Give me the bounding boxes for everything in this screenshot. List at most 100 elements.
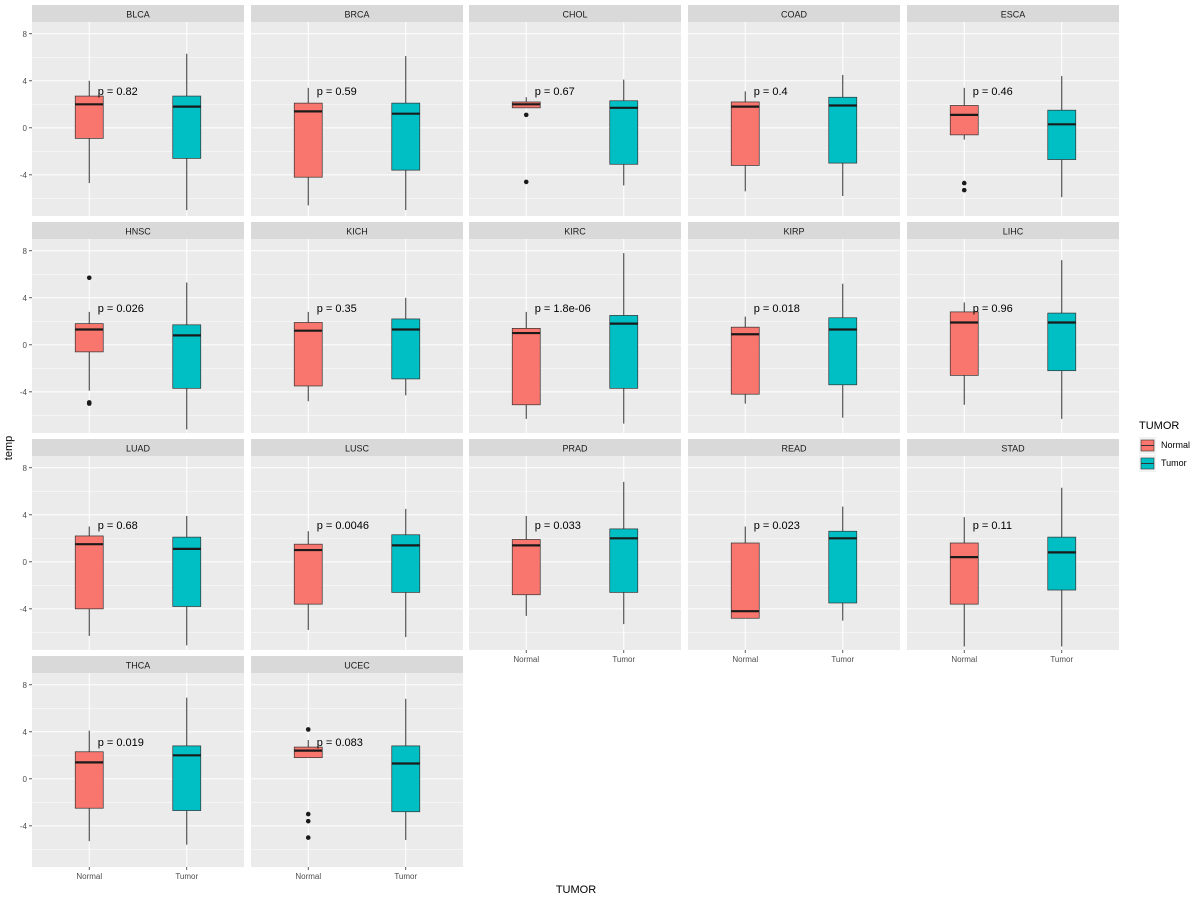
facet-title: LUSC	[345, 444, 370, 454]
p-value-label: p = 0.82	[98, 86, 138, 98]
facet-luad: LUAD 8 4 0 -4 p = 0.68	[20, 439, 244, 650]
panel-background	[688, 239, 900, 433]
box-tumor-iqr	[828, 530, 858, 604]
p-value-label: p = 0.11	[973, 520, 1012, 532]
facet-title: KIRC	[564, 227, 586, 237]
facet-strip	[32, 222, 244, 239]
facet-strip	[32, 656, 244, 673]
facet-strip	[251, 222, 463, 239]
panel-background	[907, 239, 1119, 433]
box-tumor-iqr	[828, 96, 858, 164]
x-tick-label-tumor: Tumor	[394, 872, 417, 881]
facet-lihc: LIHC p = 0.96	[907, 222, 1119, 433]
facet-strip	[469, 222, 681, 239]
p-value-label: p = 1.8e-06	[535, 303, 591, 315]
y-tick-label: 8	[23, 247, 28, 256]
facet-title: KIRP	[783, 227, 804, 237]
p-value-label: p = 0.46	[973, 86, 1013, 98]
facet-read: READ Normal Tumor p = 0.023	[688, 439, 900, 664]
x-tick-label-tumor: Tumor	[1050, 655, 1073, 664]
box-tumor-iqr	[1047, 536, 1077, 591]
panel-background	[469, 456, 681, 650]
y-tick-label: 0	[23, 124, 28, 133]
p-value-label: p = 0.026	[98, 303, 144, 315]
x-tick-label-tumor: Tumor	[175, 872, 198, 881]
x-tick-label-normal: Normal	[76, 872, 102, 881]
facet-prad: PRAD Normal Tumor p = 0.033	[469, 439, 681, 664]
box-tumor-iqr	[172, 745, 202, 811]
box-normal-outlier	[523, 112, 529, 118]
legend-item-tumor: Tumor	[1139, 455, 1187, 472]
y-tick-label: 4	[23, 77, 28, 86]
box-tumor-iqr	[172, 536, 202, 607]
facet-title: STAD	[1001, 444, 1025, 454]
facet-title: THCA	[126, 661, 151, 671]
facet-strip	[32, 439, 244, 456]
p-value-label: p = 0.35	[317, 303, 357, 315]
panel-background	[32, 239, 244, 433]
facet-title: ESCA	[1001, 10, 1026, 20]
box-tumor-iqr	[609, 315, 639, 389]
box-normal-outlier	[961, 187, 967, 193]
y-axis-title: temp	[3, 436, 15, 460]
y-tick-label: 8	[23, 30, 28, 39]
y-tick-label: 4	[23, 728, 28, 737]
facet-hnsc: HNSC 8 4 0 -4 p = 0.026	[20, 222, 244, 433]
facet-title: BLCA	[126, 10, 150, 20]
box-normal-outlier	[86, 401, 92, 406]
x-axis-title: TUMOR	[556, 884, 596, 896]
box-normal-outlier	[305, 727, 311, 732]
box-tumor-iqr	[828, 317, 858, 386]
p-value-label: p = 0.0046	[317, 520, 369, 532]
p-value-label: p = 0.68	[98, 520, 138, 532]
facet-title: READ	[781, 444, 807, 454]
facet-title: BRCA	[344, 10, 369, 20]
box-normal-iqr	[511, 328, 541, 406]
box-normal-iqr	[730, 326, 760, 395]
box-normal-iqr	[74, 95, 104, 139]
box-normal-iqr	[730, 542, 760, 619]
legend-item-normal: Normal	[1139, 437, 1190, 454]
box-tumor-iqr	[609, 100, 639, 165]
facet-kirc: KIRC p = 1.8e-06	[469, 222, 681, 433]
facet-thca: THCA 8 4 0 -4 Normal Tumor p = 0.019	[20, 656, 244, 881]
facet-strip	[688, 5, 900, 22]
facet-ucec: UCEC Normal Tumor p = 0.083	[251, 656, 463, 881]
box-tumor-iqr	[609, 528, 639, 593]
box-tumor-iqr	[391, 745, 421, 813]
panel-background	[251, 456, 463, 650]
facet-esca: ESCA p = 0.46	[907, 5, 1119, 216]
x-tick-label-normal: Normal	[295, 872, 321, 881]
panel-background	[688, 22, 900, 216]
facet-strip	[688, 439, 900, 456]
facet-strip	[32, 5, 244, 22]
facet-strip	[469, 439, 681, 456]
panel-background	[32, 456, 244, 650]
y-tick-label: 8	[23, 464, 28, 473]
legend-label-normal: Normal	[1161, 440, 1190, 450]
facet-title: CHOL	[562, 10, 587, 20]
facet-title: KICH	[346, 227, 368, 237]
box-normal-outlier	[305, 811, 311, 817]
x-tick-label-normal: Normal	[951, 655, 977, 664]
p-value-label: p = 0.67	[535, 86, 575, 98]
panel-background	[469, 239, 681, 433]
box-normal-iqr	[74, 323, 104, 353]
panel-background	[469, 22, 681, 216]
y-tick-label: -4	[20, 822, 28, 831]
y-tick-label: 4	[23, 294, 28, 303]
facet-strip	[688, 222, 900, 239]
p-value-label: p = 0.033	[535, 520, 581, 532]
facet-strip	[251, 656, 463, 673]
box-normal-iqr	[293, 102, 323, 178]
box-normal-outlier	[523, 179, 529, 185]
p-value-label: p = 0.023	[754, 520, 800, 532]
box-normal-iqr	[949, 105, 979, 136]
y-tick-label: 0	[23, 775, 28, 784]
panel-background	[251, 673, 463, 867]
facet-title: PRAD	[562, 444, 588, 454]
p-value-label: p = 0.019	[98, 737, 144, 749]
box-normal-outlier	[305, 835, 311, 840]
facet-strip	[251, 5, 463, 22]
box-normal-outlier	[961, 180, 967, 186]
